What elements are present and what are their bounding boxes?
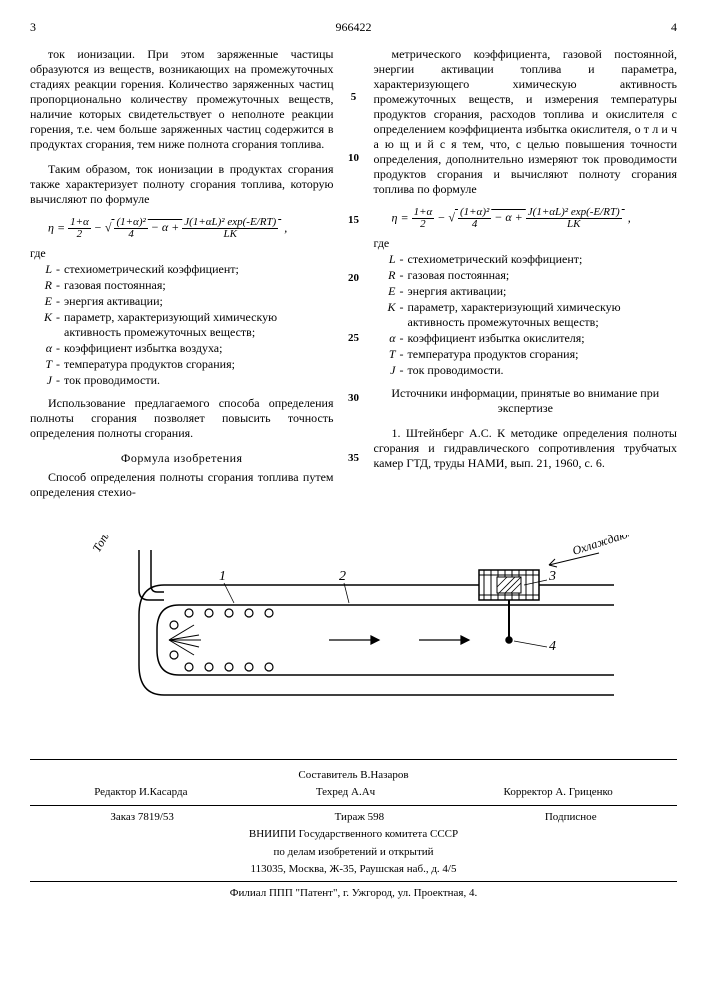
left-para-4: Способ определения полноты сгорания топл… bbox=[30, 470, 334, 500]
page-num-right: 4 bbox=[671, 20, 677, 35]
left-para-2: Таким образом, ток ионизации в продуктах… bbox=[30, 162, 334, 207]
branch: Филиал ППП "Патент", г. Ужгород, ул. Про… bbox=[30, 886, 677, 901]
right-column: метрического коэффициента, газовой посто… bbox=[374, 47, 678, 510]
line-num: 10 bbox=[345, 152, 363, 166]
editor: Редактор И.Касарда bbox=[94, 785, 187, 800]
line-num: 15 bbox=[345, 214, 363, 228]
tech-editor: Техред А.Ач bbox=[316, 785, 375, 800]
claim-title: Формула изобретения bbox=[30, 451, 334, 466]
line-num: 25 bbox=[345, 332, 363, 346]
svg-text:4: 4 bbox=[549, 639, 556, 654]
line-num: 30 bbox=[345, 392, 363, 406]
compiler: Составитель В.Назаров bbox=[30, 768, 677, 783]
ref-1: 1. Штейнберг А.С. К методике определения… bbox=[374, 426, 678, 471]
right-where: где bbox=[374, 236, 678, 251]
left-where: где bbox=[30, 246, 334, 261]
left-para-3: Использование предлагаемого способа опре… bbox=[30, 396, 334, 441]
left-column: ток ионизации. При этом заряженные части… bbox=[30, 47, 334, 510]
outlet-label: Охлаждающий воздух bbox=[570, 535, 628, 558]
org-line-2: по делам изобретений и открытий bbox=[30, 845, 677, 860]
podpisnoe: Подписное bbox=[545, 810, 597, 825]
right-def-list: L-стехиометрический коэффициент; R-газов… bbox=[374, 252, 678, 378]
refs-title: Источники информации, принятые во вниман… bbox=[374, 386, 678, 416]
left-para-1: ток ионизации. При этом заряженные части… bbox=[30, 47, 334, 152]
line-num: 20 bbox=[345, 272, 363, 286]
org-line-1: ВНИИПИ Государственного комитета СССР bbox=[30, 827, 677, 842]
line-num: 5 bbox=[345, 91, 363, 105]
order-no: Заказ 7819/53 bbox=[110, 810, 174, 825]
left-def-list: L-стехиометрический коэффициент; R-газов… bbox=[30, 262, 334, 388]
tirazh: Тираж 598 bbox=[335, 810, 385, 825]
corrector: Корректор А. Гриценко bbox=[504, 785, 613, 800]
svg-text:2: 2 bbox=[339, 569, 346, 584]
line-num: 35 bbox=[345, 452, 363, 466]
combustor-diagram: Топливо от насоса bbox=[79, 535, 629, 739]
imprint-footer: Составитель В.Назаров Редактор И.Касарда… bbox=[30, 759, 677, 902]
right-para-1: метрического коэффициента, газовой посто… bbox=[374, 47, 678, 197]
patent-number: 966422 bbox=[36, 20, 671, 35]
svg-text:1: 1 bbox=[219, 569, 226, 584]
formula-right: η = 1+α2 − √ (1+α)²4 − α + J(1+αL)² exp(… bbox=[392, 207, 678, 230]
inlet-label: Топливо от насоса bbox=[89, 535, 149, 555]
text-columns: ток ионизации. При этом заряженные части… bbox=[30, 47, 677, 510]
formula-left: η = 1+α2 − √ (1+α)²4 − α + J(1+αL)² exp(… bbox=[48, 217, 334, 240]
page-header: 3 966422 4 bbox=[30, 20, 677, 35]
svg-text:3: 3 bbox=[548, 569, 556, 584]
address-1: 113035, Москва, Ж-35, Раушская наб., д. … bbox=[30, 862, 677, 877]
